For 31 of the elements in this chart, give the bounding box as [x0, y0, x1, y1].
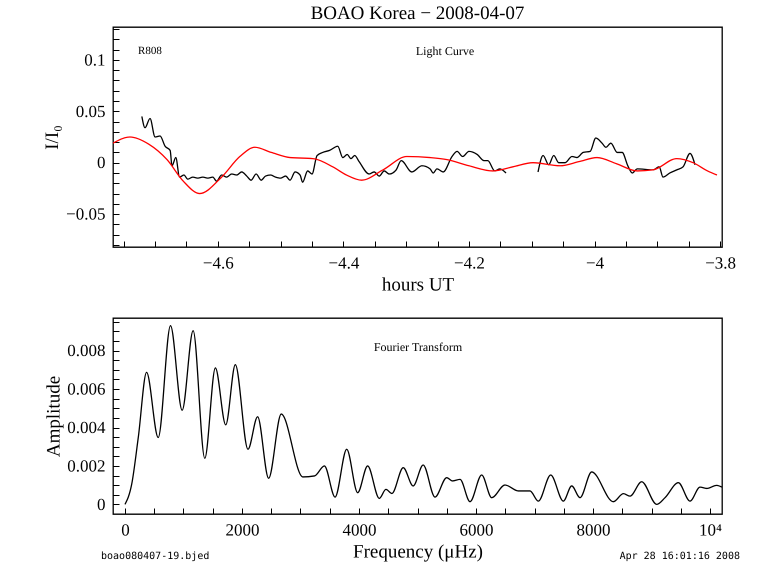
y-axis-title: I/I₀ — [42, 125, 64, 150]
line-series — [113, 136, 718, 194]
text: Apr 28 16:01:16 2008 — [620, 551, 740, 562]
y-tick-label: 0.006 — [67, 380, 106, 399]
y-tick-label: 0.002 — [67, 456, 106, 476]
y-tick-label: 0 — [97, 153, 106, 172]
x-tick-label: 8000 — [576, 520, 611, 540]
text: boao080407-19.bjed — [101, 551, 210, 562]
x-tick-label: −4 — [586, 254, 605, 272]
y-tick-label: −0.05 — [66, 204, 106, 224]
y-tick-label: 0.05 — [76, 102, 106, 121]
x-axis-title: Frequency (μHz) — [353, 542, 483, 562]
x-tick-label: 0 — [121, 520, 130, 540]
annotation: R808 — [138, 45, 162, 57]
x-tick-label: 6000 — [460, 520, 494, 540]
y-tick-label: 0 — [97, 494, 106, 514]
chart-title: BOAO Korea − 2008-04-07 — [310, 3, 524, 24]
x-tick-label: 2000 — [225, 520, 260, 540]
annotation: Light Curve — [416, 44, 474, 58]
x-tick-label: −4.4 — [328, 254, 360, 272]
annotation: Fourier Transform — [374, 340, 463, 354]
y-axis-title: Amplitude — [43, 376, 64, 458]
x-axis-title: hours UT — [382, 274, 455, 296]
x-tick-label: −4.2 — [454, 254, 485, 272]
x-tick-label: 10⁴ — [699, 520, 722, 540]
x-tick-label: −4.6 — [202, 254, 234, 272]
y-tick-label: 0.008 — [67, 341, 106, 360]
y-tick-label: 0.004 — [67, 418, 106, 438]
y-tick-label: 0.1 — [84, 50, 106, 70]
x-tick-label: 4000 — [342, 520, 376, 540]
x-tick-label: −3.8 — [705, 254, 736, 272]
